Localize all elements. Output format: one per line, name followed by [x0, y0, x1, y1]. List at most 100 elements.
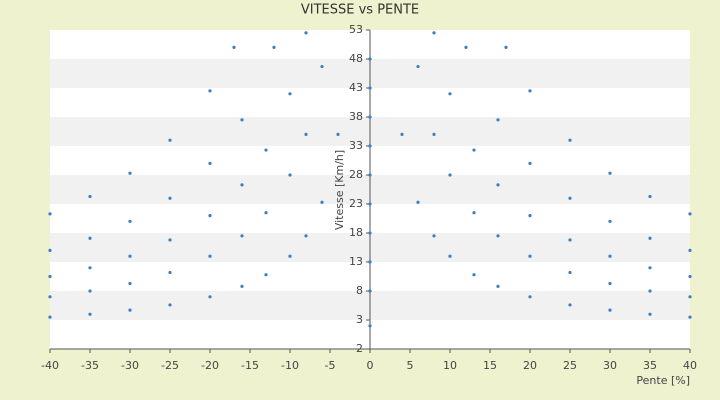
- point: [208, 89, 212, 93]
- point: [688, 295, 692, 299]
- point: [568, 238, 572, 242]
- point: [368, 324, 372, 328]
- point: [288, 173, 292, 177]
- point: [288, 254, 292, 258]
- point: [608, 171, 612, 175]
- point: [232, 45, 236, 50]
- point: [528, 295, 532, 299]
- x-tick-label: 20: [523, 359, 537, 372]
- point: [368, 115, 372, 119]
- point: [48, 212, 52, 216]
- point: [496, 234, 500, 238]
- point: [240, 234, 244, 238]
- x-tick-label: 35: [643, 359, 657, 372]
- point: [496, 183, 500, 187]
- point: [368, 202, 372, 206]
- point: [688, 248, 692, 252]
- point: [368, 260, 372, 264]
- y-tick-label: 3: [356, 313, 363, 326]
- point: [264, 211, 268, 215]
- point: [320, 200, 324, 204]
- point: [48, 274, 52, 279]
- point: [608, 281, 612, 286]
- x-tick-label: -10: [281, 359, 299, 372]
- point: [368, 289, 372, 293]
- point: [208, 254, 212, 258]
- y-tick-label: 23: [349, 197, 363, 210]
- x-tick-label: 5: [407, 359, 414, 372]
- x-tick-label: 40: [683, 359, 697, 372]
- point: [208, 295, 212, 299]
- point: [568, 196, 572, 200]
- y-tick-label: 8: [356, 284, 363, 297]
- point: [128, 281, 132, 286]
- point: [128, 254, 132, 258]
- point: [336, 132, 340, 136]
- point: [416, 200, 420, 204]
- point: [88, 289, 92, 293]
- point: [504, 45, 508, 50]
- point: [240, 284, 244, 288]
- point: [368, 173, 372, 177]
- point: [240, 183, 244, 187]
- y-tick-label: 28: [349, 168, 363, 181]
- point: [608, 219, 612, 223]
- point: [88, 312, 92, 316]
- point: [368, 57, 372, 61]
- point: [528, 161, 532, 165]
- y-tick-label: 48: [349, 52, 363, 65]
- point: [608, 308, 612, 312]
- y-tick-label: 18: [349, 226, 363, 239]
- point: [288, 92, 292, 96]
- y-tick-label: 43: [349, 81, 363, 94]
- x-tick-label: -25: [161, 359, 179, 372]
- point: [208, 214, 212, 218]
- point: [648, 289, 652, 293]
- point: [168, 303, 172, 307]
- point: [448, 92, 452, 96]
- point: [496, 284, 500, 288]
- point: [368, 144, 372, 148]
- point: [496, 118, 500, 122]
- point: [432, 234, 436, 238]
- point: [272, 45, 276, 50]
- point: [304, 31, 308, 35]
- point: [472, 148, 476, 152]
- x-tick-label: -40: [41, 359, 59, 372]
- point: [528, 89, 532, 93]
- point: [208, 161, 212, 165]
- point: [432, 132, 436, 136]
- point: [432, 31, 436, 35]
- point: [528, 214, 532, 218]
- y-tick-label: 38: [349, 110, 363, 123]
- point: [48, 315, 52, 319]
- point: [368, 86, 372, 90]
- point: [688, 315, 692, 319]
- point: [168, 138, 172, 142]
- point: [568, 303, 572, 307]
- point: [416, 64, 420, 69]
- point: [304, 234, 308, 238]
- point: [320, 64, 324, 69]
- x-tick-label: -20: [201, 359, 219, 372]
- point: [304, 132, 308, 136]
- point: [472, 211, 476, 215]
- point: [528, 254, 532, 258]
- point: [648, 194, 652, 199]
- x-tick-label: 15: [483, 359, 497, 372]
- point: [168, 238, 172, 242]
- point: [88, 236, 92, 240]
- point: [400, 132, 404, 136]
- point: [568, 270, 572, 275]
- point: [128, 219, 132, 223]
- point: [448, 173, 452, 177]
- x-tick-label: -5: [325, 359, 336, 372]
- point: [472, 273, 476, 277]
- point: [264, 273, 268, 277]
- point: [264, 148, 268, 152]
- point: [128, 308, 132, 312]
- point: [88, 266, 92, 270]
- x-tick-label: 0: [367, 359, 374, 372]
- point: [608, 254, 612, 258]
